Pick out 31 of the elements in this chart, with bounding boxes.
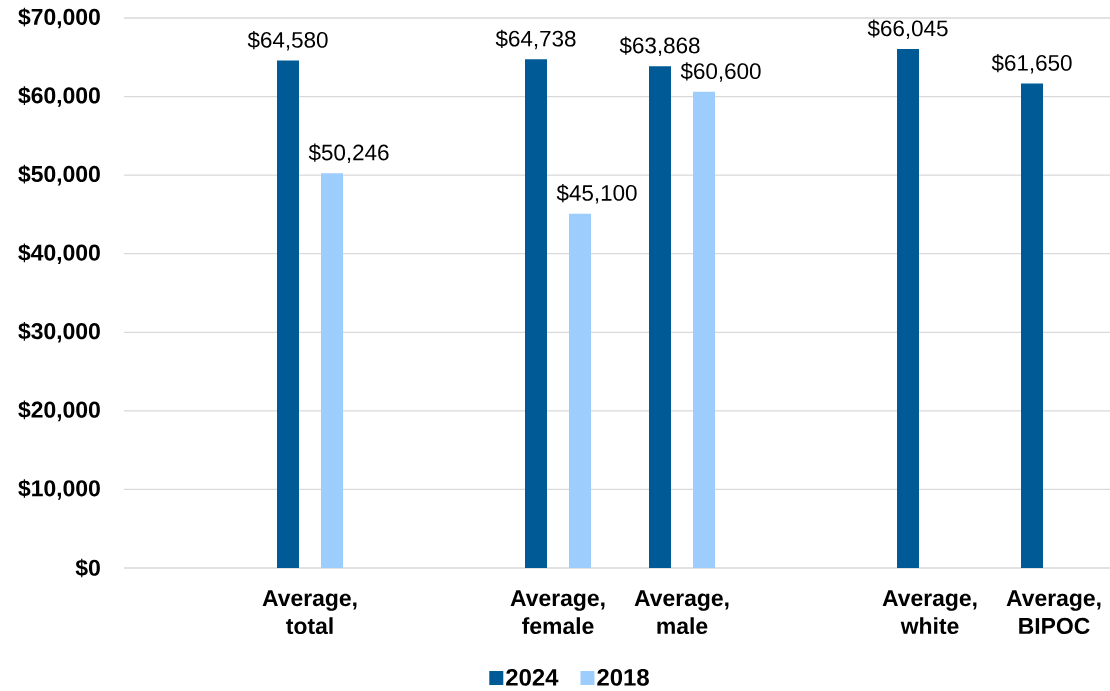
bar xyxy=(649,66,671,568)
bar xyxy=(693,91,715,568)
data-label: $66,045 xyxy=(867,19,948,39)
legend-label: 2018 xyxy=(597,668,649,686)
legend-label: 2024 xyxy=(506,668,559,686)
data-label: $50,246 xyxy=(308,143,389,164)
data-label: $61,650 xyxy=(991,54,1072,74)
x-tick-label: Average, female xyxy=(510,590,605,635)
y-tick-label: $50,000 xyxy=(18,164,100,186)
bar xyxy=(1021,83,1044,568)
data-label: $45,100 xyxy=(556,184,637,204)
y-tick-label: $70,000 xyxy=(18,7,100,29)
x-tick-label: Average, white xyxy=(882,590,977,635)
bar xyxy=(569,213,591,568)
y-tick-label: $30,000 xyxy=(18,322,100,343)
y-tick-label: $0 xyxy=(75,558,100,578)
y-tick-label: $40,000 xyxy=(18,243,100,264)
bar xyxy=(897,49,920,568)
bar xyxy=(321,173,343,568)
data-label: $63,868 xyxy=(619,36,700,57)
bar xyxy=(525,59,547,568)
y-tick-label: $10,000 xyxy=(18,479,100,500)
bar xyxy=(277,60,299,568)
y-tick-label: $20,000 xyxy=(18,400,100,422)
x-tick-label: Average, total xyxy=(262,590,357,635)
data-label: $60,600 xyxy=(680,62,761,82)
x-tick-label: Average, BIPOC xyxy=(1006,590,1101,635)
data-label: $64,738 xyxy=(495,29,576,50)
x-tick-label: Average, male xyxy=(634,590,729,635)
data-label: $64,580 xyxy=(247,30,328,51)
y-tick-label: $60,000 xyxy=(18,86,100,107)
